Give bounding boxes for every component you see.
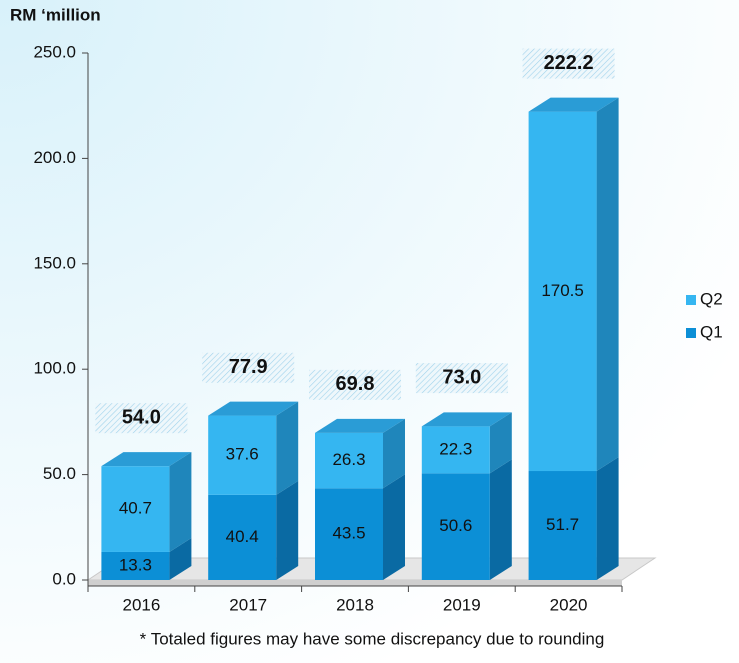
- total-label: 69.8: [336, 373, 375, 395]
- y-tick-label: 200.0: [33, 148, 76, 167]
- bar-segment: [528, 111, 597, 472]
- bar-side: [596, 97, 619, 472]
- data-label: 37.6: [226, 445, 259, 464]
- y-tick-label: 0.0: [52, 569, 76, 588]
- bar-top: [315, 418, 405, 433]
- bar-segment: [101, 551, 170, 580]
- bar-segment: [208, 415, 277, 495]
- bar-side: [383, 418, 405, 489]
- bar-segment: [315, 432, 383, 489]
- total-box: [95, 403, 188, 434]
- x-tick-label: 2017: [229, 595, 267, 614]
- legend-swatch: [686, 328, 696, 338]
- bar-side: [169, 452, 192, 552]
- data-label: 51.7: [546, 515, 579, 534]
- bar-segment: [421, 426, 490, 474]
- bar-side: [276, 401, 299, 495]
- y-tick-label: 50.0: [43, 464, 76, 483]
- total-label: 54.0: [122, 406, 161, 428]
- data-label: 43.5: [332, 524, 365, 543]
- data-label: 170.5: [541, 281, 584, 300]
- total-label: 222.2: [544, 52, 594, 74]
- total-box: [415, 363, 508, 394]
- bar-side: [276, 480, 299, 580]
- y-tick-label: 150.0: [33, 253, 76, 272]
- bar-side: [596, 457, 619, 580]
- bar-top: [101, 452, 192, 467]
- bar-segment: [421, 473, 490, 580]
- bar-top: [421, 412, 512, 427]
- bar-side: [169, 537, 192, 580]
- total-box: [522, 48, 615, 79]
- y-axis-label: RM ‘million: [10, 5, 101, 24]
- total-label: 77.9: [229, 356, 268, 378]
- bar-segment: [208, 494, 277, 580]
- data-label: 40.7: [119, 499, 152, 518]
- x-tick-label: 2020: [550, 595, 588, 614]
- total-box: [309, 369, 401, 400]
- legend-swatch: [686, 295, 696, 305]
- legend-label: Q1: [700, 322, 723, 341]
- bar-segment: [315, 488, 383, 580]
- footnote: * Totaled figures may have some discrepa…: [140, 629, 605, 648]
- data-label: 40.4: [226, 527, 259, 546]
- data-label: 22.3: [439, 439, 472, 458]
- data-label: 50.6: [439, 516, 472, 535]
- x-tick-label: 2018: [336, 595, 374, 614]
- y-tick-label: 250.0: [33, 42, 76, 61]
- bar-side: [489, 459, 512, 580]
- bar-side: [489, 412, 512, 474]
- bar-top: [208, 401, 299, 416]
- data-label: 26.3: [332, 450, 365, 469]
- total-label: 73.0: [442, 366, 481, 388]
- bar-segment: [101, 466, 170, 552]
- y-tick-label: 100.0: [33, 359, 76, 378]
- bar-segment: [528, 471, 597, 580]
- total-box: [202, 352, 295, 383]
- bar-top: [528, 97, 619, 112]
- data-label: 13.3: [119, 555, 152, 574]
- bar-side: [383, 474, 405, 580]
- floor-edge: [88, 580, 622, 586]
- x-tick-label: 2016: [122, 595, 160, 614]
- x-tick-label: 2019: [443, 595, 481, 614]
- legend-label: Q2: [700, 289, 723, 308]
